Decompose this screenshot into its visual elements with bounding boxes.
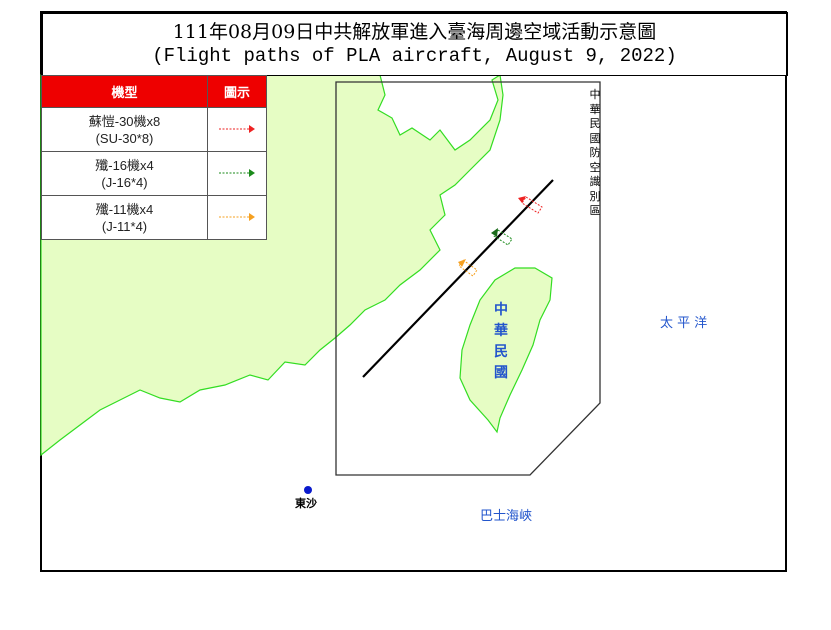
legend-row: 殲-16機x4 (J-16*4): [41, 151, 267, 196]
legend-row: 殲-11機x4 (J-11*4): [41, 195, 267, 240]
adiz-label: 中華民國防空識別區: [589, 88, 601, 217]
title-zh: 111年08月09日中共解放軍進入臺海周邊空域活動示意圖: [172, 21, 657, 43]
title-box: 111年08月09日中共解放軍進入臺海周邊空域活動示意圖 (Flight pat…: [41, 12, 788, 76]
flight-path-su30: [518, 196, 543, 214]
legend-name-en: (J-16*4): [101, 174, 148, 190]
pacific-ocean-label: 太 平 洋: [660, 316, 708, 331]
dongsha-marker: [304, 486, 312, 494]
legend-name-en: (SU-30*8): [95, 130, 154, 146]
legend-header-type: 機型: [41, 75, 208, 108]
legend: 機型 圖示 蘇愷-30機x8 (SU-30*8) 殲-16機x4 (J-16*4) …: [41, 75, 267, 240]
legend-name-zh: 殲-16機x4: [95, 157, 154, 173]
legend-name-zh: 蘇愷-30機x8: [88, 113, 161, 129]
taiwan-label: 中華民國: [494, 302, 508, 381]
legend-row: 蘇愷-30機x8 (SU-30*8): [41, 107, 267, 152]
legend-name-en: (J-11*4): [101, 218, 148, 234]
flight-path-j16: [491, 228, 513, 246]
title-en: (Flight paths of PLA aircraft, August 9,…: [152, 45, 677, 67]
dongsha-label: 東沙: [295, 497, 317, 510]
green-dotted-arrow-icon: [219, 169, 255, 177]
taiwan-island: [459, 267, 553, 434]
adiz-boundary: [335, 81, 601, 476]
orange-dotted-arrow-icon: [219, 213, 255, 221]
legend-name-zh: 殲-11機x4: [95, 201, 154, 217]
legend-header-icon: 圖示: [207, 75, 267, 108]
bashi-channel-label: 巴士海峽: [480, 509, 533, 524]
flight-path-j11: [458, 259, 478, 277]
red-dotted-arrow-icon: [219, 125, 255, 133]
median-line: [362, 179, 554, 378]
